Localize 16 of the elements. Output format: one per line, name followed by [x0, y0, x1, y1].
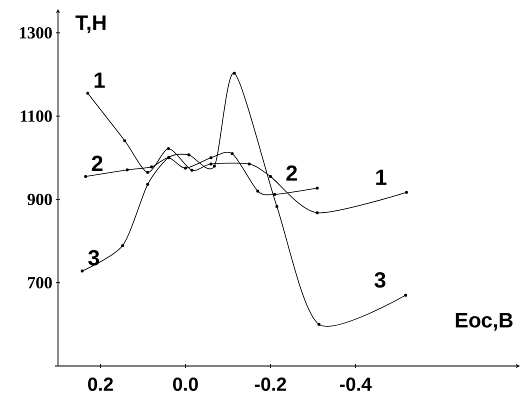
series-label: 1 — [94, 72, 105, 88]
text: 1 — [376, 170, 386, 185]
series-label: 2 — [92, 156, 102, 171]
y-tick-label: 1300 — [20, 27, 52, 39]
y-axis-title: Т,Н — [76, 16, 106, 34]
y-tick-label: 700 — [28, 276, 52, 288]
x-tick-label: -0.2 — [254, 377, 286, 391]
y-tick-label: 900 — [28, 194, 52, 206]
x-axis-title: Еос,В — [456, 312, 513, 331]
text: 2 — [286, 165, 297, 181]
series-label: 3 — [88, 250, 100, 266]
x-tick-label: 0.0 — [173, 377, 198, 391]
x-tick-label: 0.2 — [88, 377, 113, 391]
y-tick-label: 1100 — [20, 110, 52, 122]
text: 3 — [374, 272, 386, 288]
x-tick-label: -0.4 — [340, 377, 372, 391]
